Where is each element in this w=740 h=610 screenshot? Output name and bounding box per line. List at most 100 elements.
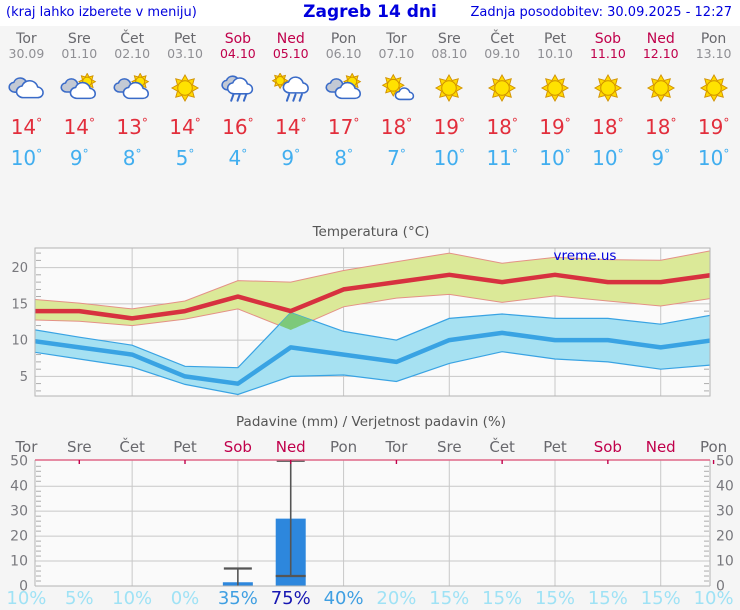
min temperature (°C)-band (35, 312, 710, 395)
precip-day-label: Sre (67, 438, 92, 456)
precip-ytick-right: 50 (716, 454, 734, 470)
day-name: Ned (646, 31, 675, 47)
precip-day-label: Ned (646, 438, 676, 456)
day-icon (317, 71, 370, 105)
temp-chart-title: Temperatura (°C) (312, 224, 430, 240)
sun-rain-icon (271, 73, 309, 102)
precip-probability: 40% (324, 588, 364, 609)
day-icon (211, 71, 264, 105)
precip-probability: 10% (6, 588, 46, 609)
day-icon (634, 71, 687, 105)
day-tmin: 11° (486, 146, 518, 170)
header: (kraj lahko izberete v meniju) Zagreb 14… (0, 0, 740, 26)
max-temp-line (35, 272, 710, 321)
day-tmax: 18° (592, 115, 624, 139)
precip-probability: 10% (112, 588, 152, 609)
precip-day-label: Pet (173, 438, 197, 456)
day-date: 13.10 (695, 46, 732, 61)
day-name: Tor (386, 31, 407, 47)
day-tmin: 10° (592, 146, 624, 170)
mostly-sunny-icon (382, 73, 415, 101)
day-column-7[interactable]: Tor 07.10 18° 7° (370, 31, 423, 170)
sunny-icon (699, 73, 728, 103)
precip-ytick-right: 10 (716, 554, 734, 570)
day-name: Ned (276, 31, 305, 47)
day-tmin: 10° (10, 146, 43, 170)
precipitation-chart: Padavine (mm) / Verjetnost padavin (%) To… (6, 414, 734, 609)
day-icon (423, 71, 476, 105)
precip-day-label: Sre (437, 438, 462, 456)
day-column-6[interactable]: Pon 06.10 17° 8° (317, 31, 370, 170)
day-tmax: 14° (275, 115, 307, 139)
precip-probability: 15% (535, 588, 575, 609)
day-column-4[interactable]: Sob 04.10 16° 4° (211, 31, 264, 170)
day-column-10[interactable]: Pet 10.10 19° 10° (529, 31, 582, 170)
day-tmin: 9° (651, 146, 671, 170)
day-tmax: 19° (697, 115, 730, 139)
temp-ytick-label: 20 (11, 261, 28, 276)
day-date: 10.10 (537, 46, 573, 61)
precip-day-label: Sob (594, 438, 622, 456)
day-name: Pon (330, 31, 357, 47)
cloudy-icon (8, 77, 45, 99)
precip-chart-title: Padavine (mm) / Verjetnost padavin (%) (236, 414, 506, 430)
precip-day-label: Sob (224, 438, 252, 456)
temperature-chart: 5 10 15 20 Temperatura (°C) vreme.us (11, 224, 711, 397)
day-column-9[interactable]: Čet 09.10 18° 11° (476, 31, 529, 170)
day-date: 04.10 (219, 46, 256, 61)
sunny-icon (540, 73, 570, 103)
menu-hint: (kraj lahko izberete v meniju) (6, 5, 197, 20)
sunny-icon (488, 73, 517, 103)
day-column-5[interactable]: Ned 05.10 14° 9° (264, 31, 317, 170)
max temperature (°C)-band (35, 250, 710, 330)
temp-ytick-label: 10 (11, 334, 28, 349)
day-column-13[interactable]: Pon 13.10 19° 10° (687, 31, 740, 170)
day-column-3[interactable]: Pet 03.10 14° 5° (159, 31, 212, 170)
day-icon (687, 71, 740, 105)
day-column-1[interactable]: Sre 01.10 14° 9° (53, 31, 106, 170)
precip-day-label: Čet (489, 437, 515, 456)
forecast-strip: Tor 30.09 14° 10° Sre 01.10 14° 9° Čet 02.10 13° 8°… (0, 26, 740, 170)
last-updated: Zadnja posodobitev: 30.09.2025 - 12:27 (470, 5, 732, 20)
day-name: Sre (67, 31, 91, 47)
precip-probability: 20% (376, 588, 416, 609)
day-icon (529, 71, 582, 105)
precip-day-label: Tor (14, 438, 38, 456)
watermark: vreme.us (554, 248, 617, 264)
day-column-2[interactable]: Čet 02.10 13° 8° (106, 31, 159, 170)
day-tmin: 10° (539, 146, 571, 170)
day-tmax: 18° (486, 115, 518, 139)
day-tmin: 8° (122, 146, 142, 170)
day-icon (581, 71, 634, 105)
sunny-icon (435, 73, 464, 103)
day-tmax: 14° (63, 115, 96, 139)
day-date: 01.10 (61, 46, 98, 61)
day-column-11[interactable]: Sob 11.10 18° 10° (581, 31, 634, 170)
day-date: 12.10 (642, 46, 679, 61)
day-column-8[interactable]: Sre 08.10 19° 10° (423, 31, 476, 170)
day-column-12[interactable]: Ned 12.10 18° 9° (634, 31, 687, 170)
precip-probability: 0% (171, 588, 200, 609)
sunny-icon (593, 73, 622, 103)
precip-ytick-left: 40 (10, 479, 28, 495)
precip-probability: 5% (65, 588, 94, 609)
day-tmax: 17° (327, 115, 360, 139)
day-icon (476, 71, 529, 105)
day-date: 05.10 (272, 46, 309, 61)
band-overlap (280, 312, 312, 330)
day-column-0[interactable]: Tor 30.09 14° 10° (0, 31, 53, 170)
sunny-icon (170, 73, 200, 103)
precip-probability: 15% (641, 588, 681, 609)
day-name: Tor (16, 31, 37, 47)
day-tmin: 4° (228, 146, 248, 170)
day-name: Čet (120, 31, 145, 47)
precip-ytick-left: 20 (10, 529, 28, 545)
day-name: Sob (594, 31, 622, 47)
precip-ytick-left: 50 (10, 454, 28, 470)
precip-ytick-left: 30 (10, 504, 28, 520)
min-temp-line (35, 330, 710, 386)
day-icon (159, 71, 212, 105)
precip-probability: 10% (694, 588, 734, 609)
precip-probability: 15% (588, 588, 628, 609)
page-title: Zagreb 14 dni (303, 2, 437, 22)
